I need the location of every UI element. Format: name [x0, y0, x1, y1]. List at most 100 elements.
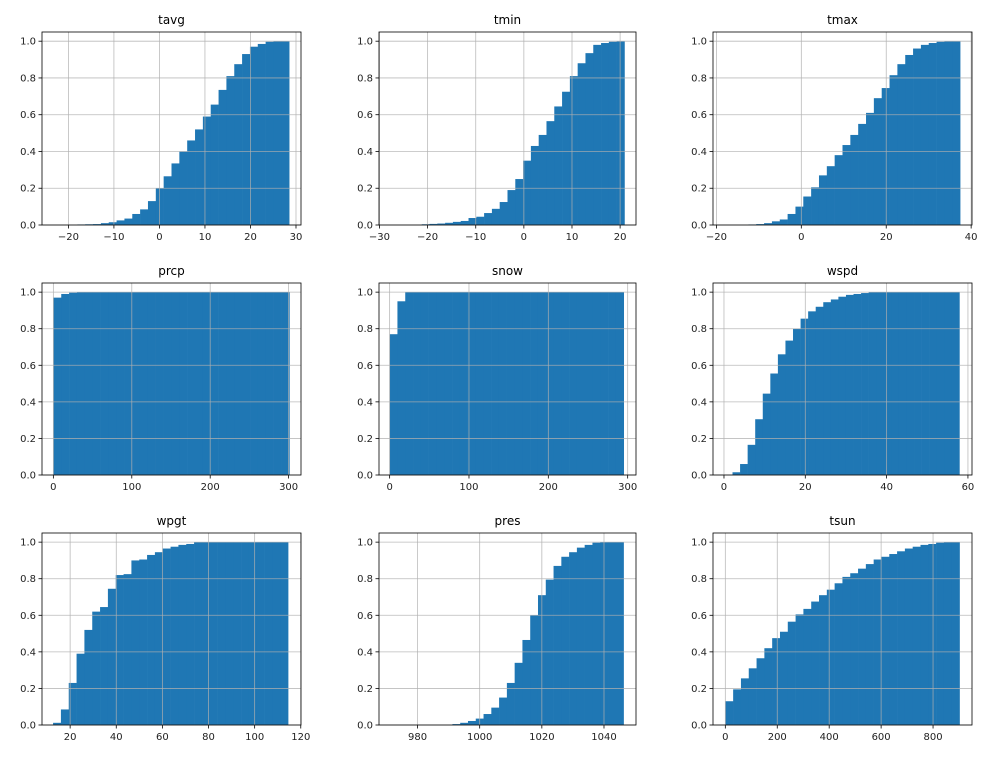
histogram-bar	[576, 292, 585, 475]
histogram-bar	[800, 318, 809, 475]
histogram-bar	[147, 554, 156, 725]
histogram-bar	[475, 292, 484, 475]
histogram-bar	[234, 292, 243, 475]
histogram-bar	[437, 223, 446, 225]
x-tick-label: 10	[566, 232, 579, 243]
histogram-bar	[733, 689, 742, 725]
histogram-bar	[762, 393, 771, 475]
histogram-bar	[530, 615, 539, 725]
histogram-bar	[506, 682, 515, 725]
y-tick-label: 0.8	[357, 73, 373, 84]
y-tick-label: 0.2	[357, 184, 373, 195]
histogram-bar	[891, 292, 900, 475]
histogram-bar	[600, 292, 609, 475]
histogram-bar	[777, 354, 786, 475]
x-tick-label: 10	[199, 232, 212, 243]
histogram-bar	[107, 588, 117, 725]
y-tick-label: 0.2	[691, 434, 707, 445]
histogram-bar	[280, 542, 289, 725]
histogram-bar	[815, 306, 824, 475]
histogram-bar	[84, 629, 93, 725]
y-tick-label: 0.8	[691, 574, 707, 585]
histogram-bar	[912, 546, 921, 725]
y-tick-label: 0.4	[357, 147, 373, 158]
histogram-bar	[747, 444, 756, 475]
histogram-bar	[554, 106, 563, 225]
subplot-title: prcp	[158, 264, 185, 278]
x-tick-label: 100	[122, 482, 141, 493]
histogram-bar	[562, 91, 571, 225]
x-tick-label: 200	[539, 482, 558, 493]
histogram-bar	[264, 542, 273, 725]
histogram-bar	[225, 542, 234, 725]
x-tick-label: 20	[799, 482, 812, 493]
histogram-bar	[601, 43, 610, 226]
histogram-bar	[242, 292, 251, 475]
histogram-bar	[273, 292, 282, 475]
x-tick-label: 300	[279, 482, 298, 493]
x-tick-label: 300	[618, 482, 637, 493]
histogram-bar	[187, 140, 196, 225]
histogram-bar	[545, 292, 554, 475]
histogram-bar	[179, 292, 188, 475]
histogram-bar	[515, 179, 524, 225]
histogram-bar	[906, 292, 915, 475]
histogram-bar	[171, 163, 180, 225]
y-tick-label: 0.2	[357, 684, 373, 695]
subplot-title: wspd	[827, 264, 858, 278]
histogram-bar	[826, 589, 835, 725]
y-tick-label: 1.0	[357, 538, 373, 549]
histogram-bar	[108, 292, 117, 475]
histogram-bar	[163, 176, 172, 225]
y-tick-label: 0.4	[357, 647, 373, 658]
histogram-bar	[256, 542, 265, 725]
histogram-bar	[171, 292, 180, 475]
y-tick-label: 0.0	[20, 221, 36, 232]
x-tick-label: 20	[244, 232, 257, 243]
histogram-bar	[155, 188, 164, 225]
x-tick-label: 1000	[467, 732, 492, 743]
y-tick-label: 0.6	[20, 611, 36, 622]
histogram-bar	[452, 221, 462, 225]
histogram-bar	[92, 292, 101, 475]
y-tick-label: 0.6	[691, 611, 707, 622]
y-tick-label: 1.0	[691, 538, 707, 549]
x-tick-label: 400	[820, 732, 839, 743]
subplot-title: tsun	[829, 514, 855, 528]
x-tick-label: 80	[202, 732, 215, 743]
histogram-bar	[608, 41, 617, 225]
y-tick-label: 0.6	[691, 110, 707, 121]
x-tick-label: 0	[386, 482, 392, 493]
y-tick-label: 0.8	[691, 324, 707, 335]
histogram-bar	[53, 722, 62, 725]
axes-frame	[41, 532, 302, 726]
subplot-title: tavg	[158, 13, 185, 27]
histogram-bar	[100, 223, 110, 225]
y-tick-label: 1.0	[691, 37, 707, 48]
x-tick-label: 30	[290, 232, 303, 243]
histogram-bar	[60, 709, 70, 725]
histogram-bar	[881, 88, 890, 225]
x-tick-label: 40	[110, 732, 123, 743]
histogram-bar	[140, 209, 149, 225]
histogram-bar	[755, 419, 764, 475]
histogram-bar	[202, 116, 212, 225]
histogram-bar	[123, 574, 132, 725]
histogram-bar	[218, 89, 227, 226]
histogram-bar	[897, 551, 906, 725]
histogram-bar	[795, 206, 804, 225]
histogram-bar	[830, 299, 839, 475]
y-tick-label: 0.2	[691, 184, 707, 195]
histogram-bar	[84, 292, 94, 475]
subplot-tmax: −20 0 20 40 0.0 0.2 0.4 0.6 0.8 1.0 tmax	[691, 13, 977, 243]
subplot-wpgt: 20 40 60 80 100 120 0.0 0.2 0.4 0.6 0.8 1.0 wpgt	[20, 514, 310, 743]
histogram-bar	[242, 54, 251, 225]
histogram-bar	[530, 292, 539, 475]
histogram-bar	[436, 292, 445, 475]
histogram-bar	[53, 297, 62, 475]
histogram-bar	[233, 542, 242, 725]
histogram-bar	[132, 213, 141, 225]
histogram-bar	[920, 544, 929, 725]
histogram-bar	[936, 41, 945, 225]
histogram-bar	[803, 608, 812, 725]
